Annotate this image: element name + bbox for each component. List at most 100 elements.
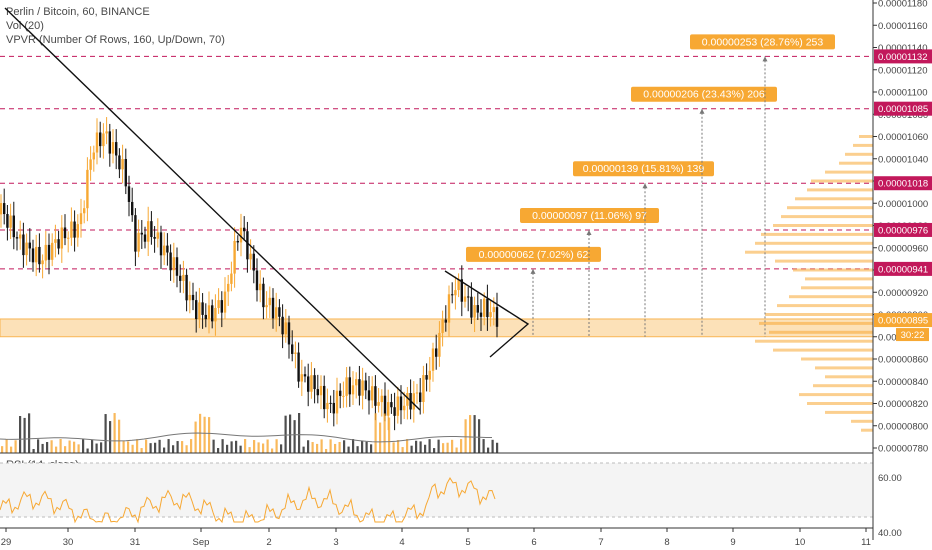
- volume-profile-bar-13: [745, 250, 873, 254]
- candle-body-153: [489, 312, 492, 318]
- candle-body-66: [211, 305, 214, 322]
- candle-body-102: [326, 402, 329, 410]
- candle-body-87: [278, 307, 281, 317]
- candle-body-56: [179, 275, 182, 281]
- volume-bar-6: [28, 413, 31, 453]
- resistance-price-label-3: 0.00001085: [878, 104, 928, 115]
- y-tick-label-1: 0.00001160: [878, 21, 928, 32]
- volume-bar-56: [253, 440, 256, 453]
- volume-bar-105: [473, 415, 476, 453]
- candle-body-110: [351, 385, 355, 395]
- candle-body-109: [348, 377, 351, 395]
- candle-body-50: [159, 232, 163, 256]
- target-arrow-3: [699, 108, 705, 114]
- candle-body-120: [383, 395, 387, 416]
- volume-bar-28: [127, 441, 130, 453]
- volume-bar-8: [37, 439, 40, 453]
- volume-bar-78: [352, 439, 355, 453]
- volume-profile-bar-8: [787, 206, 873, 210]
- volume-profile-bar-1: [853, 143, 873, 147]
- candle-body-10: [31, 248, 35, 263]
- symmetrical-triangle: [444, 270, 530, 358]
- candle-body-70: [223, 291, 227, 313]
- candle-body-76: [243, 227, 246, 232]
- volume-bar-104: [469, 415, 472, 453]
- resistance-price-label-2: 0.00001018: [878, 179, 928, 190]
- volume-profile-bar-23: [755, 339, 873, 343]
- candle-body-142: [454, 290, 457, 296]
- candle-body-59: [188, 294, 191, 301]
- candle-body-7: [22, 234, 25, 256]
- candle-body-115: [367, 390, 371, 401]
- x-tick-label-10: 8: [664, 537, 669, 548]
- resistance-price-label-1: 0.00000976: [878, 225, 928, 236]
- candle-body-133: [425, 375, 428, 380]
- volume-profile-bar-30: [807, 402, 873, 405]
- volume-bar-39: [176, 441, 179, 453]
- volume-bar-62: [280, 444, 283, 453]
- candle-body-94: [300, 374, 303, 382]
- candle-body-63: [201, 302, 204, 315]
- volume-bar-64: [289, 414, 292, 453]
- volume-bar-43: [194, 421, 197, 453]
- candle-body-104: [332, 402, 335, 414]
- volume-bar-83: [374, 413, 377, 453]
- volume-profile-bar-20: [765, 313, 873, 316]
- current-price-label: 0.00000895: [878, 316, 928, 327]
- candle-body-105: [335, 390, 339, 414]
- candle-body-43: [137, 232, 140, 252]
- candle-body-84: [268, 297, 271, 306]
- candle-body-3: [9, 215, 12, 228]
- candle-body-137: [438, 332, 441, 357]
- volume-bar-68: [307, 440, 310, 453]
- volume-bar-61: [275, 439, 278, 453]
- candle-body-74: [236, 240, 239, 243]
- volume-bar-42: [190, 439, 193, 453]
- volume-bar-5: [23, 417, 26, 453]
- volume-bar-108: [487, 447, 490, 453]
- candle-body-135: [431, 348, 435, 371]
- volume-bar-47: [212, 439, 215, 453]
- candle-body-55: [175, 257, 179, 276]
- volume-bar-54: [244, 439, 247, 453]
- volume-bar-55: [248, 447, 251, 453]
- candle-body-22: [70, 221, 73, 238]
- volume-bar-88: [397, 440, 400, 453]
- candle-body-28: [89, 159, 92, 170]
- candle-body-1: [3, 203, 6, 215]
- candle-body-106: [339, 390, 342, 396]
- candle-body-25: [79, 213, 83, 225]
- volume-bar-71: [320, 439, 323, 453]
- vpvr-indicator-label: VPVR (Number Of Rows, 160, Up/Down, 70): [6, 34, 225, 46]
- y-tick-label-16: 0.00000860: [878, 355, 928, 366]
- y-tick-label-11: 0.00000960: [878, 243, 928, 254]
- candle-body-71: [227, 283, 230, 292]
- volume-indicator-label: Vol (20): [6, 20, 44, 32]
- candle-body-117: [374, 386, 377, 406]
- candle-body-150: [479, 312, 483, 317]
- volume-bar-40: [181, 441, 184, 453]
- candle-body-96: [307, 376, 310, 392]
- candle-body-132: [422, 375, 425, 402]
- candle-body-2: [6, 214, 9, 228]
- candle-body-60: [191, 294, 195, 301]
- candle-body-41: [131, 201, 134, 216]
- candle-body-13: [41, 260, 44, 265]
- candle-body-108: [345, 377, 348, 396]
- target-label-box-4: [690, 34, 835, 50]
- volume-bar-101: [455, 447, 458, 453]
- candle-body-78: [249, 253, 252, 260]
- resistance-price-badge-0: [874, 261, 932, 276]
- candle-body-107: [342, 395, 345, 397]
- candle-body-149: [476, 305, 479, 313]
- volume-bar-89: [401, 447, 404, 453]
- volume-bar-87: [392, 442, 395, 453]
- volume-bar-12: [55, 446, 58, 453]
- volume-bar-84: [379, 422, 382, 453]
- candle-body-147: [470, 296, 473, 318]
- candle-body-42: [134, 215, 137, 252]
- candle-body-144: [460, 279, 463, 302]
- candle-body-5: [15, 237, 19, 239]
- volume-bar-38: [172, 445, 175, 453]
